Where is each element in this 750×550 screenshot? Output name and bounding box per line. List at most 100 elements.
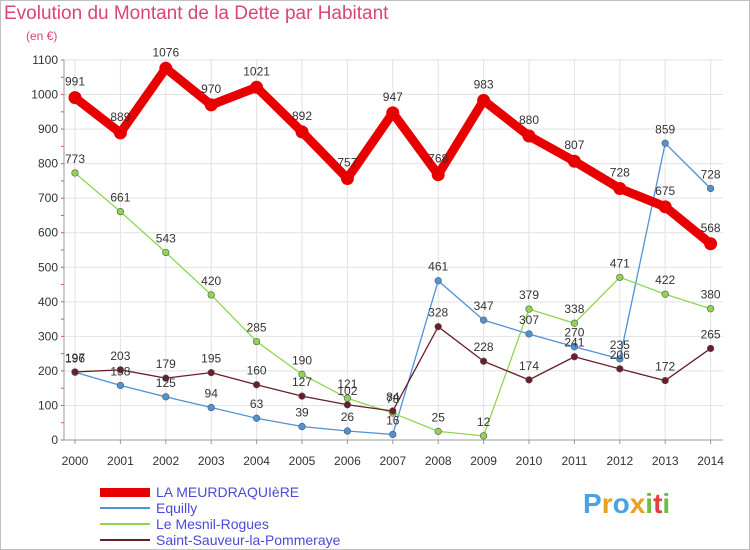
data-point bbox=[567, 154, 581, 168]
y-tick-label: 100 bbox=[38, 398, 58, 412]
data-label: 127 bbox=[292, 375, 312, 389]
data-label: 265 bbox=[701, 327, 721, 341]
legend-label: LA MEURDRAQUIèRE bbox=[156, 484, 300, 500]
data-point bbox=[343, 401, 352, 409]
data-label: 26 bbox=[341, 410, 355, 424]
data-point bbox=[162, 374, 170, 382]
data-label: 16 bbox=[386, 413, 400, 427]
data-label: 307 bbox=[519, 313, 539, 327]
data-label: 420 bbox=[201, 274, 221, 288]
data-label: 206 bbox=[610, 348, 630, 362]
data-point bbox=[570, 353, 579, 361]
data-label: 228 bbox=[474, 340, 494, 354]
data-label: 270 bbox=[564, 326, 584, 340]
unit-label: (en €) bbox=[26, 29, 58, 43]
x-tick-label: 2005 bbox=[289, 454, 316, 468]
data-point bbox=[116, 381, 124, 390]
data-point bbox=[204, 98, 218, 112]
data-label: 121 bbox=[337, 377, 357, 391]
data-point bbox=[207, 291, 215, 299]
legend-swatch bbox=[100, 523, 150, 525]
x-tick-label: 2000 bbox=[62, 454, 89, 468]
x-tick-label: 2012 bbox=[606, 454, 633, 468]
data-point bbox=[116, 208, 124, 216]
x-tick-label: 2002 bbox=[152, 454, 179, 468]
data-label: 241 bbox=[564, 336, 584, 350]
data-point bbox=[253, 337, 261, 346]
data-point bbox=[616, 273, 624, 281]
chart-title: Evolution du Montant de la Dette par Hab… bbox=[4, 3, 389, 24]
y-tick-label: 300 bbox=[38, 329, 58, 343]
data-label: 728 bbox=[701, 168, 721, 182]
data-point bbox=[295, 125, 309, 139]
data-point bbox=[431, 168, 445, 182]
data-label: 285 bbox=[247, 321, 267, 335]
data-point bbox=[706, 305, 715, 313]
data-label: 235 bbox=[610, 338, 630, 352]
data-point bbox=[389, 430, 397, 439]
data-point bbox=[250, 80, 264, 94]
y-tick-label: 900 bbox=[38, 122, 58, 136]
data-point bbox=[525, 330, 533, 338]
data-point bbox=[389, 407, 397, 415]
data-point bbox=[480, 432, 488, 440]
x-tick-label: 2003 bbox=[198, 454, 225, 468]
data-point bbox=[706, 184, 715, 193]
data-label: 39 bbox=[295, 406, 309, 420]
data-point bbox=[162, 248, 170, 257]
y-tick-label: 500 bbox=[38, 260, 58, 274]
data-point bbox=[68, 91, 82, 105]
data-label: 991 bbox=[65, 75, 85, 89]
data-point bbox=[434, 323, 442, 331]
data-point bbox=[71, 169, 79, 177]
data-point bbox=[616, 355, 624, 363]
data-label: 947 bbox=[383, 90, 403, 104]
data-label: 158 bbox=[110, 364, 130, 378]
data-point bbox=[162, 393, 170, 401]
data-label: 379 bbox=[519, 288, 539, 302]
y-tick-label: 1000 bbox=[31, 88, 58, 102]
x-tick-label: 2011 bbox=[561, 454, 587, 468]
data-point bbox=[298, 370, 306, 378]
data-point bbox=[298, 392, 306, 400]
x-tick-label: 2008 bbox=[425, 454, 452, 468]
x-tick-label: 2009 bbox=[470, 454, 497, 468]
data-point bbox=[613, 182, 627, 196]
x-tick-label: 2001 bbox=[107, 454, 134, 468]
data-point bbox=[525, 376, 533, 384]
data-point bbox=[480, 357, 488, 365]
data-point bbox=[661, 376, 669, 385]
data-label: 380 bbox=[701, 288, 721, 302]
data-point bbox=[386, 106, 400, 120]
data-label: 807 bbox=[564, 138, 584, 152]
y-tick-label: 1100 bbox=[32, 53, 58, 67]
data-label: 195 bbox=[201, 352, 221, 366]
data-label: 78 bbox=[386, 392, 400, 406]
data-label: 328 bbox=[428, 306, 448, 320]
data-point bbox=[207, 369, 215, 377]
data-point bbox=[343, 427, 352, 435]
data-label: 338 bbox=[564, 302, 584, 316]
data-label: 773 bbox=[65, 152, 85, 166]
data-label: 102 bbox=[337, 384, 357, 398]
data-point bbox=[661, 139, 669, 147]
data-label: 84 bbox=[386, 390, 400, 404]
data-label: 197 bbox=[65, 351, 85, 365]
x-tick-label: 2010 bbox=[516, 454, 543, 468]
y-tick-label: 800 bbox=[38, 157, 58, 171]
x-tick-label: 2014 bbox=[697, 454, 724, 468]
data-label: 889 bbox=[110, 110, 130, 124]
legend-label: Equilly bbox=[156, 500, 198, 516]
y-tick-label: 600 bbox=[38, 226, 58, 240]
data-label: 983 bbox=[474, 77, 494, 91]
x-tick-label: 2006 bbox=[334, 454, 361, 468]
legend-swatch bbox=[100, 487, 150, 497]
data-label: 892 bbox=[292, 109, 312, 123]
data-label: 543 bbox=[156, 231, 176, 245]
y-tick-label: 0 bbox=[51, 433, 58, 447]
y-tick-label: 700 bbox=[38, 191, 58, 205]
data-point bbox=[480, 316, 488, 324]
data-point bbox=[522, 129, 536, 143]
data-point bbox=[477, 93, 491, 107]
